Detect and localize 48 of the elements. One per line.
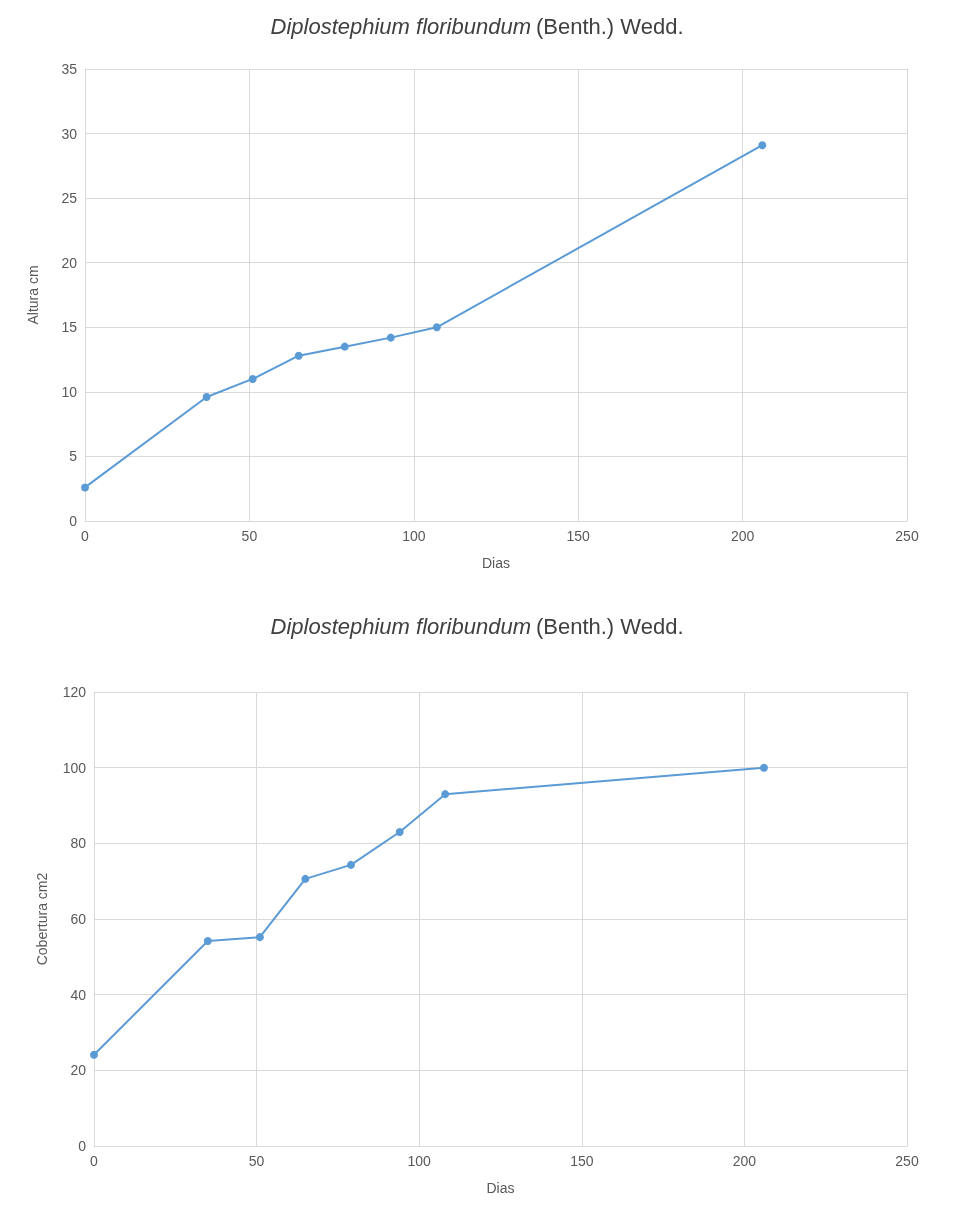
x-axis-title: Dias — [481, 555, 511, 571]
y-tick-label: 25 — [61, 190, 78, 207]
y-tick-label: 15 — [61, 319, 78, 336]
x-tick-label: 250 — [895, 1153, 919, 1169]
y-tick-label: 20 — [61, 254, 78, 271]
y-axis-title: Altura cm — [25, 265, 41, 325]
x-axis-title: Dias — [486, 1180, 515, 1196]
point — [758, 141, 767, 150]
point — [432, 323, 441, 332]
y-tick-label: 20 — [70, 1062, 87, 1079]
x-tick-label: 200 — [730, 528, 755, 544]
y-tick-label: 0 — [69, 513, 78, 529]
y-axis-title: Cobertura cm2 — [34, 872, 50, 966]
x-tick-label: 100 — [402, 528, 426, 544]
x-tick-label: 100 — [407, 1153, 432, 1169]
x-tick-label: 50 — [248, 1153, 265, 1169]
y-tick-label: 0 — [78, 1138, 87, 1154]
point — [255, 933, 264, 942]
point — [248, 374, 257, 383]
y-tick-label: 5 — [69, 448, 78, 465]
chart-title: Diplostephium floribundum (Benth.) Wedd. — [270, 613, 684, 639]
x-tick-label: 50 — [241, 528, 258, 544]
point — [81, 483, 89, 492]
y-tick-label: 120 — [62, 684, 87, 700]
x-tick-label: 150 — [566, 528, 591, 544]
point — [395, 827, 404, 836]
x-tick-label: 200 — [732, 1153, 757, 1169]
x-tick-label: 250 — [895, 528, 919, 544]
y-tick-label: 10 — [61, 383, 78, 400]
y-tick-label: 35 — [61, 61, 78, 77]
x-tick-label: 150 — [570, 1153, 594, 1169]
y-tick-label: 30 — [61, 125, 78, 142]
y-tick-label: 40 — [70, 986, 87, 1003]
point — [90, 1050, 98, 1059]
y-tick-label: 60 — [70, 911, 87, 927]
point — [386, 333, 395, 342]
point — [301, 874, 310, 883]
point — [346, 860, 355, 869]
point — [759, 763, 768, 772]
point — [294, 351, 303, 360]
y-tick-label: 80 — [70, 835, 87, 852]
point — [203, 936, 212, 945]
point — [340, 342, 349, 351]
x-tick-label: 0 — [90, 1153, 99, 1169]
chart-title: Diplostephium floribundum (Benth.) Wedd. — [270, 13, 684, 39]
point — [441, 790, 450, 799]
point — [202, 393, 211, 402]
y-tick-label: 100 — [62, 759, 87, 776]
